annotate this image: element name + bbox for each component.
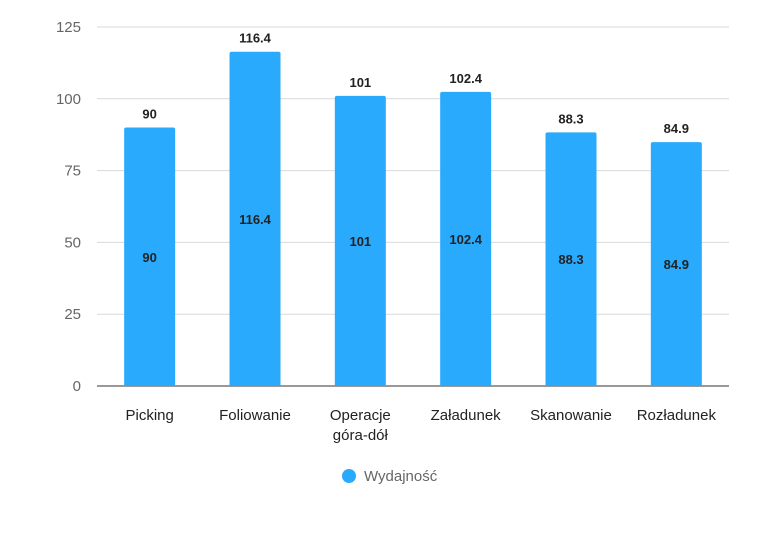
bar-value-label-inside: 90 (142, 250, 156, 265)
x-tick-label: Foliowanie (219, 407, 291, 424)
bar-value-label-inside: 116.4 (239, 212, 272, 227)
bar-value-label-inside: 102.4 (449, 232, 482, 247)
bar (545, 132, 597, 386)
y-tick-label: 100 (56, 91, 81, 108)
bar-value-label-top: 84.9 (664, 121, 689, 136)
bar-value-label-top: 90 (142, 107, 156, 122)
y-tick-label: 0 (73, 378, 81, 395)
x-tick-label: Rozładunek (637, 407, 717, 424)
x-tick-label: Załadunek (431, 407, 502, 424)
x-tick-label: Operacje (330, 407, 391, 424)
bar (650, 142, 702, 386)
bar (334, 95, 386, 386)
bar (229, 51, 281, 387)
bar (124, 127, 176, 387)
bar-value-label-inside: 101 (349, 234, 371, 249)
y-tick-label: 75 (64, 163, 81, 180)
bar-value-label-top: 101 (349, 75, 371, 90)
x-tick-label: Skanowanie (530, 407, 612, 424)
x-tick-label: góra-dół (333, 427, 389, 444)
bar-value-label-inside: 88.3 (558, 252, 583, 267)
y-tick-label: 125 (56, 19, 81, 36)
bar-value-label-top: 116.4 (239, 31, 272, 46)
bar-value-label-top: 102.4 (449, 71, 482, 86)
legend-label: Wydajność (364, 468, 438, 485)
bar-value-label-top: 88.3 (558, 111, 583, 126)
y-tick-label: 25 (64, 306, 81, 323)
bar-value-label-inside: 84.9 (664, 257, 689, 272)
x-tick-label: Picking (125, 407, 173, 424)
y-tick-label: 50 (64, 234, 81, 251)
legend-swatch (342, 469, 356, 483)
bar (440, 91, 492, 387)
